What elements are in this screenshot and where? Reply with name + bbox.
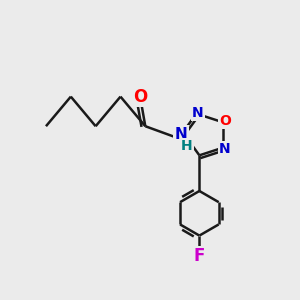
Text: O: O [133,88,148,106]
Text: N: N [219,142,231,156]
Text: H: H [181,139,193,153]
Text: O: O [219,114,231,128]
Text: N: N [192,106,204,120]
Text: N: N [175,127,188,142]
Text: F: F [194,248,205,266]
